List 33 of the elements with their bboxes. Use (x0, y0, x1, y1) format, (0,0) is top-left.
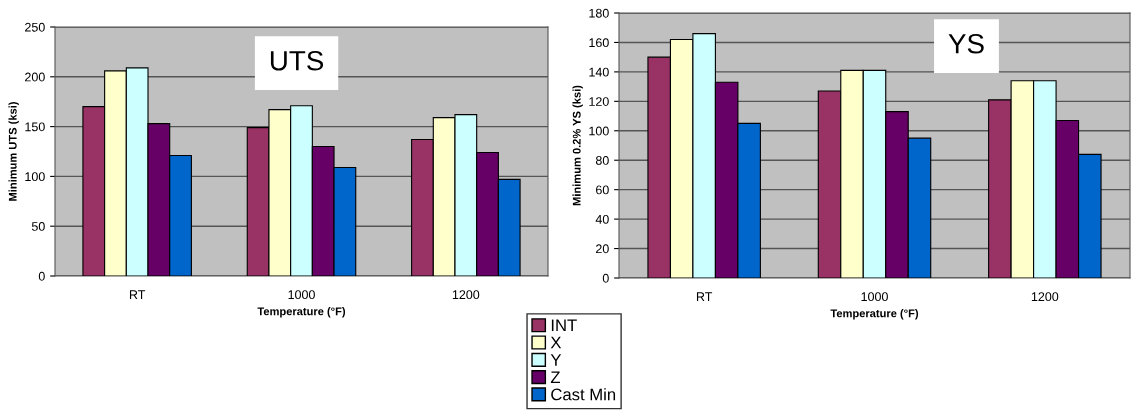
y-tick-label: 180 (589, 8, 609, 18)
y-tick-label: 200 (25, 72, 45, 82)
y-tick-label: 100 (589, 126, 609, 136)
legend-label: Cast Min (551, 388, 616, 401)
legend-label: Z (550, 371, 561, 383)
y-tick-label: 120 (589, 97, 609, 106)
x-tick-label: RT (696, 292, 713, 301)
y-tick-label: 80 (595, 156, 609, 165)
y-tick-label: 60 (596, 185, 609, 195)
y-tick-label: 100 (25, 172, 45, 182)
legend-label: X (550, 336, 562, 349)
x-axis-title: Temperature (°F) (257, 307, 346, 318)
text: YS (948, 33, 984, 54)
x-tick-label: RT (129, 290, 146, 299)
x-tick-label: 1200 (452, 290, 480, 300)
y-tick-label: 0 (38, 271, 45, 281)
y-tick-label: 160 (589, 38, 609, 48)
y-tick-label: 250 (25, 22, 45, 32)
legend-label: INT (551, 319, 577, 332)
y-tick-label: 0 (602, 273, 609, 283)
y-tick-label: 140 (589, 67, 609, 77)
legend-label: Y (550, 354, 562, 366)
y-tick-label: 150 (25, 122, 45, 132)
y-tick-label: 50 (31, 222, 45, 231)
x-tick-label: 1200 (1031, 292, 1059, 302)
text: UTS (270, 50, 324, 71)
y-axis-title: Minimum 0.2% YS (ksi) (572, 85, 583, 206)
y-tick-label: 20 (596, 244, 609, 254)
x-tick-label: 1000 (861, 292, 888, 302)
y-axis-title: Minimum UTS (ksi) (8, 102, 19, 201)
x-tick-label: 1000 (288, 290, 315, 300)
x-axis-title: Temperature (°F) (830, 309, 919, 320)
y-tick-label: 40 (595, 214, 609, 224)
